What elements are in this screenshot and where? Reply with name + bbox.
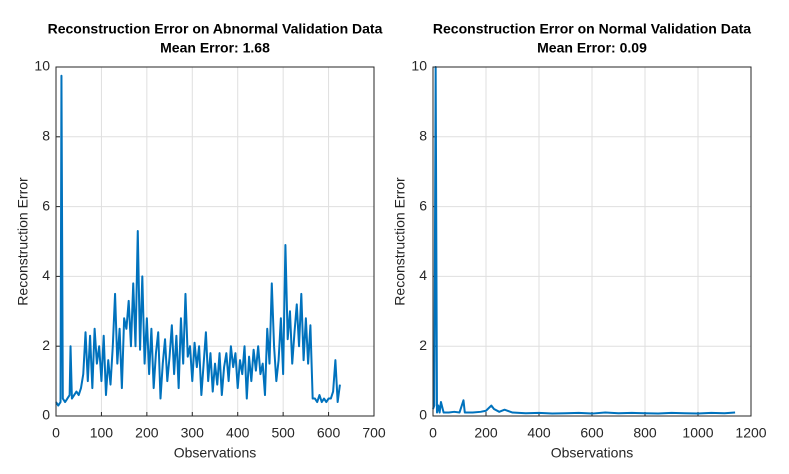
y-tick-label: 0	[419, 407, 427, 423]
x-tick-label: 300	[181, 425, 205, 441]
chart-subtitle: Mean Error: 1.68	[160, 40, 270, 56]
x-tick-label: 800	[633, 425, 657, 441]
y-tick-label: 10	[34, 58, 50, 74]
x-tick-label: 200	[135, 425, 159, 441]
plot-area	[56, 67, 374, 416]
x-tick-label: 400	[527, 425, 551, 441]
chart-title: Reconstruction Error on Normal Validatio…	[433, 21, 751, 37]
x-tick-label: 400	[226, 425, 250, 441]
chart-title: Reconstruction Error on Abnormal Validat…	[48, 21, 383, 37]
x-tick-label: 100	[90, 425, 114, 441]
y-tick-label: 2	[419, 337, 427, 353]
x-tick-label: 700	[362, 425, 386, 441]
chart-subtitle: Mean Error: 0.09	[537, 40, 647, 56]
y-axis-label: Reconstruction Error	[15, 177, 31, 306]
y-tick-label: 4	[419, 267, 427, 283]
data-line	[55, 74, 341, 407]
x-tick-label: 0	[429, 425, 437, 441]
y-tick-label: 4	[42, 267, 50, 283]
x-tick-label: 0	[52, 425, 60, 441]
x-axis-label: Observations	[551, 445, 633, 461]
x-tick-label: 200	[474, 425, 498, 441]
y-tick-label: 2	[42, 337, 50, 353]
y-axis-label: Reconstruction Error	[392, 177, 408, 306]
x-tick-label: 1000	[682, 425, 713, 441]
y-tick-label: 8	[419, 128, 427, 144]
y-tick-label: 10	[411, 58, 427, 74]
y-tick-label: 0	[42, 407, 50, 423]
y-tick-label: 6	[419, 197, 427, 213]
axes-frame	[55, 66, 375, 417]
data-line	[432, 66, 736, 415]
y-tick-label: 8	[42, 128, 50, 144]
y-tick-label: 6	[42, 197, 50, 213]
x-tick-label: 600	[317, 425, 341, 441]
axes-frame	[432, 66, 752, 417]
x-tick-label: 500	[271, 425, 295, 441]
x-tick-label: 1200	[735, 425, 766, 441]
x-axis-label: Observations	[174, 445, 256, 461]
x-tick-label: 600	[580, 425, 604, 441]
